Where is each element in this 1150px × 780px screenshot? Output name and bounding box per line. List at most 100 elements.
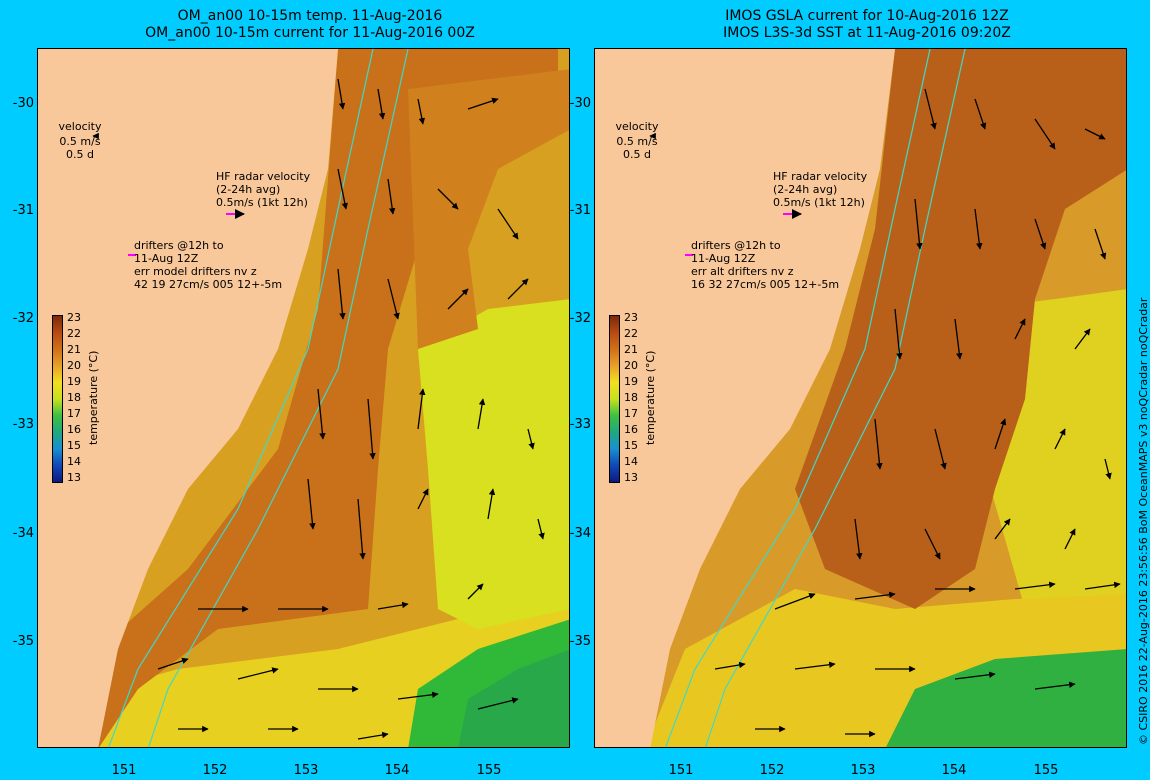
colorbar-label: 13 bbox=[67, 471, 81, 484]
right-map-svg bbox=[595, 49, 1126, 747]
hf-radar-avg-label: (2-24h avg) bbox=[773, 183, 838, 196]
velocity-arrow bbox=[477, 697, 519, 710]
colorbar-label: 16 bbox=[67, 423, 81, 436]
velocity-label: velocity bbox=[615, 120, 659, 133]
velocity-arrow bbox=[1034, 681, 1076, 690]
drifters-stats-label: 16 32 27cm/s 005 12+-5m bbox=[691, 278, 840, 291]
colorbar-label: 20 bbox=[624, 359, 638, 372]
drifters-date-label: 11-Aug 12Z bbox=[134, 252, 199, 265]
velocity-arrow bbox=[507, 278, 529, 300]
lat-tick: -31 bbox=[569, 203, 591, 218]
colorbar-title: temperature (°C) bbox=[87, 350, 100, 445]
velocity-arrow bbox=[487, 488, 496, 520]
colorbar-label: 22 bbox=[67, 327, 81, 340]
warm-eddy bbox=[408, 69, 569, 349]
hf-radar-scale-label: 0.5m/s (1kt 12h) bbox=[773, 196, 865, 209]
green-south-region bbox=[886, 649, 1126, 747]
right-title-line2: IMOS L3S-3d SST at 11-Aug-2016 09:20Z bbox=[723, 25, 1011, 41]
velocity-arrows bbox=[92, 78, 545, 740]
drifters-label: drifters @12h to bbox=[134, 239, 224, 252]
velocity-arrow bbox=[477, 398, 486, 430]
lat-tick: -32 bbox=[12, 311, 34, 326]
velocity-arrow bbox=[437, 188, 459, 210]
left-drifters-legend: drifters @12h to 11-Aug 12Z err model dr… bbox=[134, 239, 282, 291]
velocity-arrow bbox=[854, 518, 863, 560]
colorbar-label: 18 bbox=[624, 391, 638, 404]
left-title-line2: OM_an00 10-15m current for 11-Aug-2016 0… bbox=[145, 25, 475, 41]
lat-tick: -33 bbox=[569, 417, 591, 432]
right-hf-radar-legend: HF radar velocity (2-24h avg) 0.5m/s (1k… bbox=[773, 170, 867, 209]
lon-tick: 151 bbox=[668, 763, 694, 778]
hf-radar-label: HF radar velocity bbox=[773, 170, 868, 183]
velocity-arrow bbox=[1034, 118, 1056, 150]
velocity-days-label: 0.5 d bbox=[66, 148, 94, 161]
colorbar-label: 13 bbox=[624, 471, 638, 484]
lon-tick: 154 bbox=[941, 763, 967, 778]
velocity-arrow bbox=[854, 591, 896, 600]
warm-current bbox=[68, 49, 558, 747]
velocity-label: velocity bbox=[58, 120, 102, 133]
land-mass bbox=[595, 49, 895, 747]
contour-line-2 bbox=[705, 49, 966, 747]
velocity-arrow bbox=[337, 268, 346, 320]
left-hf-radar-legend: HF radar velocity (2-24h avg) 0.5m/s (1k… bbox=[216, 170, 310, 209]
colorbar-label: 23 bbox=[624, 311, 638, 324]
velocity-arrow bbox=[237, 667, 279, 680]
velocity-arrow bbox=[894, 308, 903, 360]
hf-radar-label: HF radar velocity bbox=[216, 170, 311, 183]
colorbar-label: 19 bbox=[624, 375, 638, 388]
lat-tick: -34 bbox=[569, 526, 591, 541]
contour-line-2 bbox=[148, 49, 409, 747]
velocity-arrow bbox=[1034, 218, 1047, 250]
lat-tick: -33 bbox=[12, 417, 34, 432]
velocity-arrow bbox=[914, 198, 923, 250]
velocity-arrow bbox=[714, 661, 746, 670]
colorbar-label: 18 bbox=[67, 391, 81, 404]
velocity-arrow bbox=[1084, 581, 1121, 590]
velocity-arrow bbox=[954, 671, 996, 680]
velocity-arrow bbox=[774, 593, 816, 610]
velocity-arrow bbox=[317, 388, 326, 440]
left-velocity-legend: velocity 0.5 m/s 0.5 d bbox=[54, 120, 106, 161]
left-panel-title: OM_an00 10-15m temp. 11-Aug-2016 OM_an00… bbox=[40, 8, 580, 42]
lon-tick: 153 bbox=[293, 763, 319, 778]
velocity-arrow bbox=[1104, 458, 1112, 480]
velocity-arrow bbox=[417, 488, 429, 510]
right-velocity-legend: velocity 0.5 m/s 0.5 d bbox=[611, 120, 663, 161]
lat-tick: -31 bbox=[12, 203, 34, 218]
velocity-arrow bbox=[974, 208, 983, 250]
velocity-arrow bbox=[387, 278, 400, 320]
velocity-arrow bbox=[537, 518, 545, 540]
contour-line-1 bbox=[108, 49, 374, 747]
lat-tick: -30 bbox=[12, 96, 34, 111]
velocity-arrow bbox=[397, 691, 439, 700]
right-title-line1: IMOS GSLA current for 10-Aug-2016 12Z bbox=[725, 8, 1009, 24]
velocity-arrow bbox=[994, 518, 1011, 540]
velocity-arrow bbox=[447, 288, 469, 310]
velocity-arrow bbox=[497, 208, 519, 240]
colorbar-label: 21 bbox=[67, 343, 81, 356]
velocity-days-label: 0.5 d bbox=[623, 148, 651, 161]
velocity-scale-label: 0.5 m/s bbox=[616, 135, 658, 148]
right-drifters-legend: drifters @12h to 11-Aug 12Z err alt drif… bbox=[691, 239, 839, 291]
right-map-panel bbox=[594, 48, 1127, 748]
lon-tick: 152 bbox=[759, 763, 785, 778]
drifters-header-label: err model drifters nv z bbox=[134, 265, 257, 278]
velocity-arrow bbox=[157, 657, 189, 670]
colorbar-label: 15 bbox=[624, 439, 638, 452]
velocity-scale-label: 0.5 m/s bbox=[59, 135, 101, 148]
velocity-arrow bbox=[954, 318, 963, 360]
velocity-arrow bbox=[924, 88, 937, 130]
velocity-arrows bbox=[649, 88, 1121, 738]
right-panel-title: IMOS GSLA current for 10-Aug-2016 12Z IM… bbox=[597, 8, 1137, 42]
colorbar-label: 17 bbox=[67, 407, 81, 420]
hf-radar-scale-label: 0.5m/s (1kt 12h) bbox=[216, 196, 308, 209]
velocity-arrow bbox=[974, 98, 987, 130]
lon-tick: 153 bbox=[850, 763, 876, 778]
velocity-arrow bbox=[417, 388, 426, 430]
colorbar-label: 19 bbox=[67, 375, 81, 388]
left-colorbar bbox=[52, 315, 63, 483]
velocity-arrow bbox=[874, 418, 883, 470]
colorbar-label: 14 bbox=[67, 455, 81, 468]
colorbar-label: 20 bbox=[67, 359, 81, 372]
